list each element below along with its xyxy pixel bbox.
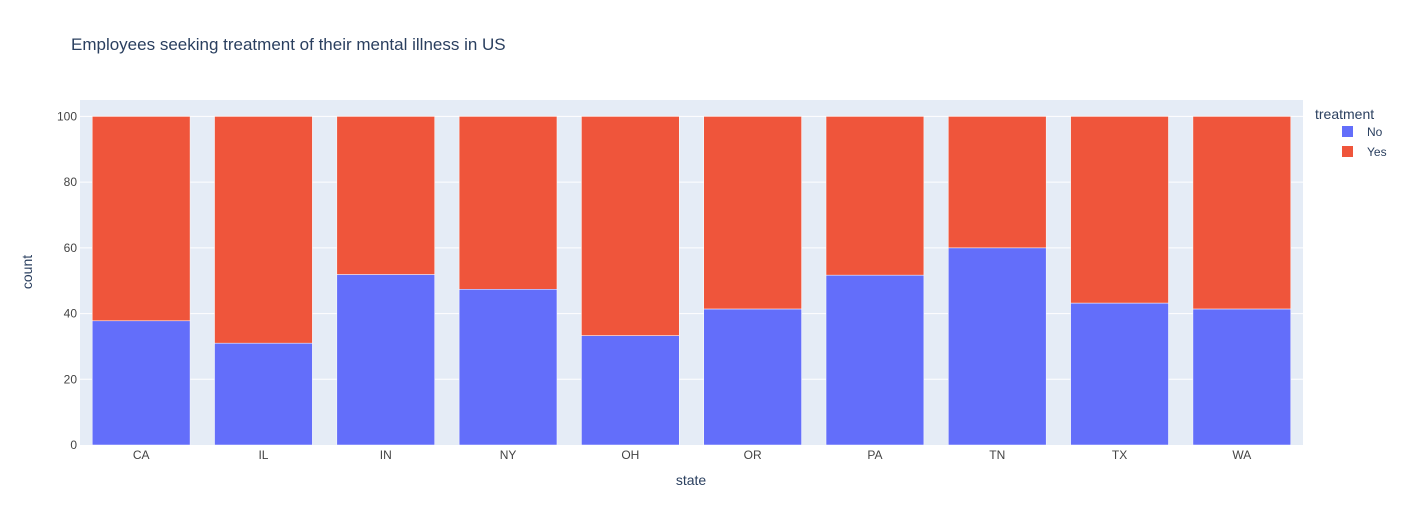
x-tick-label: TX xyxy=(1112,448,1127,462)
y-axis-title: count xyxy=(19,255,35,289)
legend-label: No xyxy=(1367,125,1383,139)
y-tick-label: 40 xyxy=(64,307,78,321)
x-tick-label: NY xyxy=(500,448,517,462)
legend-item-yes[interactable]: Yes xyxy=(1342,145,1387,159)
x-tick-label: OH xyxy=(621,448,639,462)
bar-PA-yes[interactable] xyxy=(825,116,925,276)
bar-NY-yes[interactable] xyxy=(458,116,558,290)
x-tick-label: TN xyxy=(989,448,1005,462)
x-axis-ticks: CA IL IN NY OH OR PA TN TX WA xyxy=(133,448,1251,462)
bar-OH-yes[interactable] xyxy=(581,116,680,336)
bar-TX-yes[interactable] xyxy=(1070,116,1169,304)
y-axis-ticks: 0 20 40 60 80 100 xyxy=(57,109,77,452)
y-tick-label: 60 xyxy=(64,241,78,255)
legend-title: treatment xyxy=(1315,106,1374,122)
y-tick-label: 20 xyxy=(64,372,78,386)
bar-IN-yes[interactable] xyxy=(336,116,435,275)
bars xyxy=(91,116,1292,446)
bar-IN-no[interactable] xyxy=(336,274,435,446)
bar-CA-yes[interactable] xyxy=(91,116,191,322)
bar-OH-no[interactable] xyxy=(581,335,680,446)
legend-items[interactable]: No Yes xyxy=(1342,125,1387,159)
x-tick-label: WA xyxy=(1232,448,1251,462)
bar-OR-yes[interactable] xyxy=(703,116,802,310)
x-axis-title: state xyxy=(676,472,707,488)
bar-WA-no[interactable] xyxy=(1192,308,1292,446)
bar-CA-no[interactable] xyxy=(91,320,191,446)
bar-TX-no[interactable] xyxy=(1070,302,1169,446)
bar-PA-no[interactable] xyxy=(825,274,925,446)
bar-OR-no[interactable] xyxy=(703,308,802,446)
x-tick-label: IN xyxy=(380,448,392,462)
x-tick-label: PA xyxy=(867,448,882,462)
bar-TN-no[interactable] xyxy=(948,247,1047,446)
bar-IL-yes[interactable] xyxy=(214,116,313,344)
legend-label: Yes xyxy=(1367,145,1387,159)
bar-WA-yes[interactable] xyxy=(1192,116,1292,310)
chart-title: Employees seeking treatment of their men… xyxy=(71,35,506,54)
x-tick-label: OR xyxy=(744,448,762,462)
x-tick-label: IL xyxy=(258,448,268,462)
bar-IL-no[interactable] xyxy=(214,342,313,446)
y-tick-label: 100 xyxy=(57,109,77,123)
bar-TN-yes[interactable] xyxy=(948,116,1047,249)
legend-item-no[interactable]: No xyxy=(1342,125,1383,139)
x-tick-label: CA xyxy=(133,448,150,462)
legend-swatch xyxy=(1342,146,1353,157)
y-tick-label: 80 xyxy=(64,175,78,189)
legend-swatch xyxy=(1342,126,1353,137)
y-tick-label: 0 xyxy=(70,438,77,452)
bar-NY-no[interactable] xyxy=(458,289,558,446)
legend[interactable]: treatment No Yes xyxy=(1315,106,1387,159)
